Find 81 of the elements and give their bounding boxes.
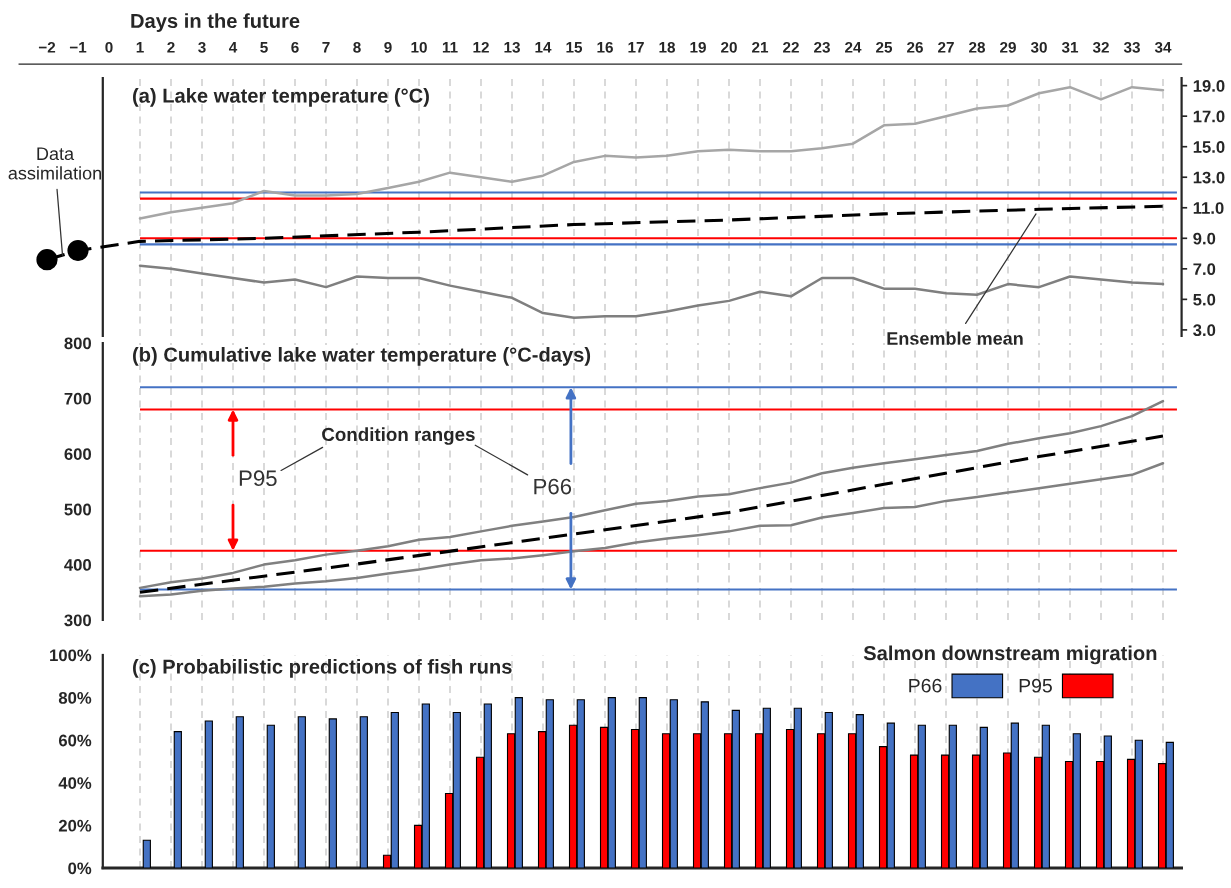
- line-series: [138, 264, 1165, 319]
- x-tick-label: 21: [752, 41, 769, 53]
- x-tick-label: 24: [845, 41, 862, 53]
- y-tick-label: 5.0: [1193, 293, 1216, 306]
- bar: [266, 724, 275, 868]
- y-tick-label: 600: [64, 448, 92, 460]
- x-tick-label: 29: [1000, 41, 1016, 53]
- annotation: P66: [534, 478, 572, 495]
- y-tick-label: 400: [64, 559, 92, 571]
- x-tick-label: 5: [260, 42, 268, 53]
- bar: [328, 718, 337, 868]
- bar: [173, 731, 182, 868]
- x-tick-label: 15: [566, 42, 583, 53]
- x-tick-label: 18: [659, 41, 676, 53]
- x-tick-label: 9: [384, 41, 392, 53]
- x-tick-label: 30: [1030, 41, 1047, 53]
- annotation: Data assimilation: [8, 147, 101, 180]
- bar: [359, 716, 368, 868]
- x-tick-label: 17: [628, 42, 644, 53]
- x-tick-label: −2: [38, 41, 56, 53]
- y-tick-label: 60%: [58, 734, 92, 747]
- bar: [204, 720, 213, 868]
- y-tick-label: 0%: [68, 862, 92, 875]
- chart-title: (a) Lake water temperature (°C): [133, 88, 429, 107]
- x-tick-label: 12: [473, 41, 489, 53]
- x-tick-label: 2: [167, 41, 175, 53]
- x-tick-label: 33: [1123, 41, 1140, 53]
- x-tick-label: 6: [291, 41, 299, 53]
- x-tick-label: 25: [876, 41, 893, 53]
- y-tick-label: 300: [64, 614, 92, 627]
- chart-title: (b) Cumulative lake water temperature (°C-days): [133, 347, 591, 366]
- x-tick-label: 27: [938, 41, 954, 53]
- y-tick-label: 19.0: [1193, 80, 1225, 92]
- y-tick-label: 20%: [58, 819, 92, 832]
- x-tick-label: 1: [136, 42, 144, 53]
- line-series: [138, 461, 1165, 598]
- x-tick-label: 23: [814, 41, 830, 53]
- y-tick-label: 800: [64, 337, 92, 350]
- y-tick-label: 700: [64, 392, 92, 405]
- x-tick-label: 28: [969, 41, 986, 53]
- y-tick-label: 500: [64, 503, 92, 516]
- legend-label: P66: [909, 678, 942, 693]
- x-tick-label: 20: [721, 41, 737, 53]
- annotation: Ensemble mean: [887, 331, 1023, 345]
- x-tick-label: 22: [783, 41, 799, 53]
- x-tick-label: 0: [105, 41, 113, 53]
- x-tick-label: 26: [907, 41, 923, 53]
- bar: [297, 716, 306, 868]
- y-tick-label: 17.0: [1193, 110, 1225, 123]
- x-tick-label: 10: [411, 41, 427, 53]
- x-tick-label: 14: [535, 42, 552, 53]
- x-tick-label: 34: [1154, 41, 1172, 53]
- y-tick-label: 80%: [58, 692, 92, 704]
- y-tick-label: 7.0: [1193, 263, 1216, 276]
- y-tick-label: 13.0: [1193, 171, 1225, 184]
- x-tick-label: −1: [69, 42, 87, 53]
- x-tick-label: 13: [504, 41, 520, 53]
- y-tick-label: 9.0: [1193, 232, 1216, 245]
- x-tick-label: 8: [353, 41, 361, 53]
- x-tick-label: 19: [690, 41, 706, 53]
- x-tick-label: 16: [597, 41, 613, 53]
- y-tick-label: 100%: [50, 649, 92, 662]
- line-series: [138, 399, 1165, 590]
- bar: [142, 839, 151, 868]
- x-tick-label: 3: [198, 41, 206, 53]
- chart-title: (c) Probabilistic predictions of fish runs: [133, 659, 512, 678]
- x-tick-label: 4: [228, 42, 238, 53]
- bar: [235, 716, 244, 868]
- x-tick-label: 31: [1061, 41, 1079, 53]
- x-axis-title: Days in the future: [131, 13, 300, 32]
- legend-label: P95: [1019, 678, 1052, 693]
- annotation: P95: [239, 470, 277, 487]
- y-tick-label: 15.0: [1193, 141, 1225, 153]
- x-tick-label: 7: [322, 42, 330, 53]
- x-tick-label: 32: [1092, 41, 1109, 53]
- y-tick-label: 40%: [58, 777, 92, 789]
- y-tick-label: 3.0: [1193, 324, 1216, 337]
- legend-title: Salmon downstream migration: [863, 645, 1157, 665]
- annotation: Condition ranges: [322, 427, 475, 445]
- x-tick-label: 11: [442, 42, 458, 53]
- y-tick-label: 11.0: [1193, 202, 1224, 214]
